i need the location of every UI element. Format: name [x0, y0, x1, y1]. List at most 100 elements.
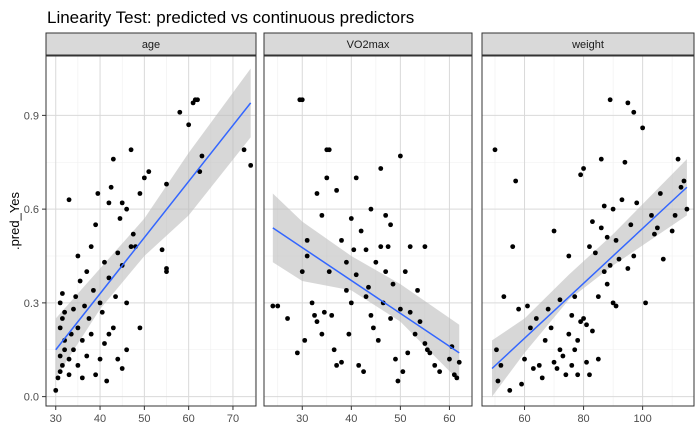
data-point — [634, 200, 640, 206]
x-tick-label: 30 — [296, 413, 308, 425]
data-point — [115, 250, 121, 256]
data-point — [368, 206, 374, 212]
data-point — [422, 341, 428, 346]
data-point — [331, 347, 337, 353]
data-point — [563, 372, 569, 378]
data-point — [110, 156, 116, 162]
data-point — [124, 206, 130, 212]
data-point — [407, 244, 413, 250]
fit-line — [272, 227, 460, 354]
data-point — [572, 294, 578, 300]
data-point — [299, 269, 305, 275]
data-point — [660, 256, 666, 262]
x-tick-label: 40 — [345, 413, 357, 425]
data-point — [513, 178, 519, 184]
data-point — [146, 169, 152, 175]
data-point — [640, 125, 646, 131]
x-tick-label: 40 — [94, 413, 106, 425]
data-point — [326, 269, 332, 275]
data-point — [402, 269, 408, 275]
x-tick-label: 70 — [227, 413, 239, 425]
data-point — [454, 375, 460, 381]
data-point — [115, 356, 121, 362]
data-point — [492, 147, 498, 153]
data-point — [569, 362, 575, 368]
confidence-band — [272, 193, 460, 381]
data-point — [601, 269, 607, 275]
data-point — [590, 219, 595, 225]
x-tick-label: 60 — [443, 413, 455, 425]
data-point — [299, 97, 305, 103]
data-point — [270, 303, 276, 309]
data-point — [339, 359, 344, 365]
data-point — [82, 303, 87, 309]
data-point — [164, 266, 169, 271]
data-point — [57, 300, 63, 306]
data-point — [197, 169, 203, 175]
facet-strip-label: age — [142, 39, 160, 51]
data-point — [304, 253, 310, 259]
data-point — [88, 331, 94, 337]
data-point — [363, 247, 369, 253]
panel-border — [263, 55, 473, 407]
data-point — [351, 247, 357, 253]
data-point — [73, 294, 79, 300]
data-point — [97, 300, 103, 306]
data-point — [405, 350, 411, 356]
data-point — [601, 203, 607, 209]
data-point — [625, 100, 631, 106]
y-tick-label: 0.3 — [24, 298, 39, 310]
data-point — [106, 200, 112, 206]
data-point — [339, 237, 344, 243]
x-tick-label: 50 — [394, 413, 406, 425]
panel-border — [481, 55, 695, 407]
data-point — [388, 316, 393, 321]
data-point — [309, 300, 315, 306]
data-point — [530, 366, 536, 371]
data-point — [363, 294, 369, 300]
x-tick-label: 60 — [518, 413, 530, 425]
data-point — [584, 359, 589, 365]
data-point — [329, 312, 335, 318]
x-tick-label: 60 — [183, 413, 195, 425]
data-point — [548, 325, 554, 331]
data-point — [124, 347, 130, 353]
data-point — [294, 350, 300, 356]
data-point — [119, 200, 125, 206]
data-point — [388, 222, 393, 228]
data-point — [75, 253, 81, 259]
data-point — [652, 231, 657, 237]
x-tick-label: 80 — [577, 413, 589, 425]
data-point — [319, 331, 325, 337]
data-point — [569, 312, 575, 318]
data-point — [598, 156, 604, 162]
data-point — [159, 247, 165, 253]
data-point — [595, 356, 601, 362]
data-point — [57, 325, 63, 331]
data-point — [498, 362, 504, 368]
facet-strip — [45, 32, 257, 56]
data-point — [395, 378, 401, 384]
data-point — [587, 244, 592, 250]
data-point — [610, 300, 616, 306]
data-point — [321, 309, 327, 315]
data-point — [533, 316, 539, 321]
data-point — [128, 244, 134, 250]
data-point — [545, 306, 551, 312]
data-point — [117, 216, 123, 221]
data-point — [177, 109, 183, 115]
data-point — [59, 291, 65, 296]
data-point — [84, 353, 90, 359]
data-point — [356, 362, 362, 368]
data-point — [422, 244, 428, 250]
y-tick-label: 0.0 — [24, 392, 39, 404]
data-point — [314, 319, 320, 325]
data-point — [616, 256, 622, 262]
data-point — [373, 259, 379, 265]
data-point — [102, 259, 107, 265]
fit-line — [55, 102, 252, 351]
data-point — [334, 362, 340, 368]
data-point — [590, 328, 595, 334]
data-point — [631, 253, 637, 259]
data-point — [124, 300, 130, 306]
